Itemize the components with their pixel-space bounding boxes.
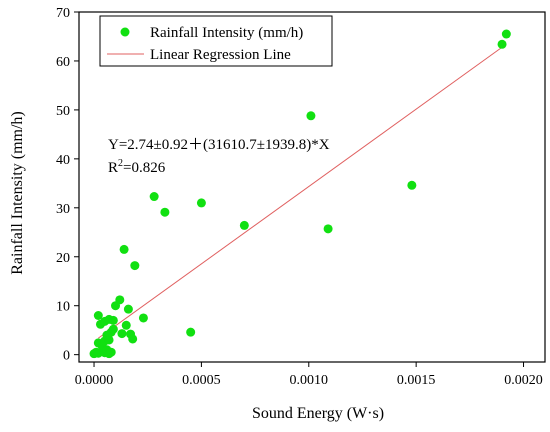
y-tick-label: 20 [56,251,70,266]
axis-ticks: 0.0000 0.0005 0.0010 0.0015 0.0020 0 10 20 30 40 5… [56,6,543,388]
x-tick-label: 0.0020 [504,373,543,388]
data-point [128,334,138,344]
data-point [93,310,103,320]
x-tick-label: 0.0010 [290,373,329,388]
legend-marker-icon [120,27,130,37]
r-squared-prefix: R [108,160,118,176]
y-tick-label: 30 [56,202,70,217]
regression-layer [98,46,503,339]
data-point [138,313,148,323]
y-tick-label: 60 [56,55,70,70]
y-tick-label: 50 [56,104,70,119]
regression-line [98,46,503,339]
r-squared-label: R2=0.826 [108,158,166,176]
data-point [119,244,129,254]
data-points [89,29,511,359]
plot-border [78,11,546,363]
y-tick-label: 40 [56,153,70,168]
data-point [196,198,206,208]
data-point [323,224,333,234]
plot-frame [78,11,546,363]
regression-equation: Y=2.74±0.92＋(31610.7±1939.8)*X [108,137,330,153]
y-tick-label: 70 [56,6,70,21]
legend: Rainfall Intensity (mm/h) Linear Regress… [99,15,333,67]
data-point [108,315,118,325]
data-point [121,320,131,330]
x-tick-label: 0.0000 [75,373,114,388]
data-point [160,207,170,217]
x-tick-label: 0.0015 [397,373,436,388]
r-squared-superscript: 2 [118,158,123,169]
data-point [117,329,127,339]
data-point [130,261,140,271]
legend-label-regression: Linear Regression Line [150,47,291,63]
data-point [239,220,249,230]
data-point [306,111,316,121]
r-squared-value: =0.826 [123,160,166,176]
data-point [108,324,118,334]
y-tick-label: 0 [63,349,70,364]
data-point [123,304,133,314]
legend-box [99,15,333,67]
data-point [497,39,507,49]
data-point [149,192,159,202]
x-tick-label: 0.0005 [182,373,221,388]
data-point [407,180,417,190]
x-axis-title: Sound Energy (W·s) [252,405,384,422]
data-point [501,29,511,39]
data-point [106,347,116,357]
y-tick-label: 10 [56,300,70,315]
data-point [115,295,125,305]
legend-label-points: Rainfall Intensity (mm/h) [150,25,303,41]
y-axis-title: Rainfall Intensity (mm/h) [9,111,26,275]
data-point [186,327,196,337]
